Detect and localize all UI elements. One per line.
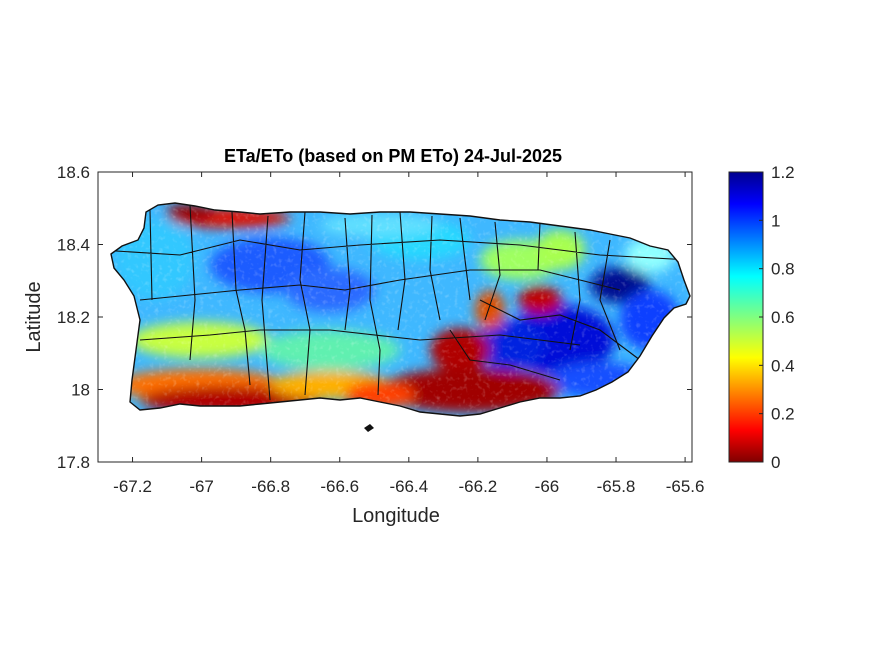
island-outline xyxy=(110,202,691,417)
colorbar-tick-label: 0.8 xyxy=(771,260,795,279)
x-axis: -67.2 -67 -66.8 -66.6 -66.4 -66.2 -66 -65.8 -65.… xyxy=(113,172,704,496)
colorbar-tick-label: 0.4 xyxy=(771,356,795,375)
y-axis-label: Latitude xyxy=(23,281,45,352)
x-tick-label: -66 xyxy=(535,477,560,496)
colorbar-tick-label: 0 xyxy=(771,453,780,472)
y-tick-label: 18.2 xyxy=(57,308,90,327)
x-axis-label: Longitude xyxy=(352,505,440,527)
y-tick-label: 17.8 xyxy=(57,453,90,472)
colorbar xyxy=(728,171,764,463)
chart-title: ETa/ETo (based on PM ETo) 24-Jul-2025 xyxy=(224,146,562,166)
colorbar-ticks: 1.2 1 0.8 0.6 0.4 0.2 0 xyxy=(759,163,795,472)
colorbar-tick-label: 0.2 xyxy=(771,405,795,424)
x-tick-label: -66.4 xyxy=(389,477,428,496)
x-tick-label: -66.2 xyxy=(459,477,498,496)
colorbar-tick-label: 0.6 xyxy=(771,308,795,327)
colorbar-tick-label: 1 xyxy=(771,211,780,230)
caja-de-muertos-islet xyxy=(364,424,374,432)
municipality-boundaries xyxy=(111,204,690,401)
x-tick-label: -65.8 xyxy=(597,477,636,496)
y-axis: 18.6 18.4 18.2 18 17.8 xyxy=(57,163,692,472)
x-tick-label: -67 xyxy=(189,477,214,496)
x-tick-label: -66.6 xyxy=(320,477,359,496)
y-tick-label: 18 xyxy=(71,381,90,400)
x-tick-label: -66.8 xyxy=(251,477,290,496)
x-tick-label: -65.6 xyxy=(666,477,705,496)
y-tick-label: 18.6 xyxy=(57,163,90,182)
colorbar-tick-label: 1.2 xyxy=(771,163,795,182)
x-tick-label: -67.2 xyxy=(113,477,152,496)
y-tick-label: 18.4 xyxy=(57,236,90,255)
